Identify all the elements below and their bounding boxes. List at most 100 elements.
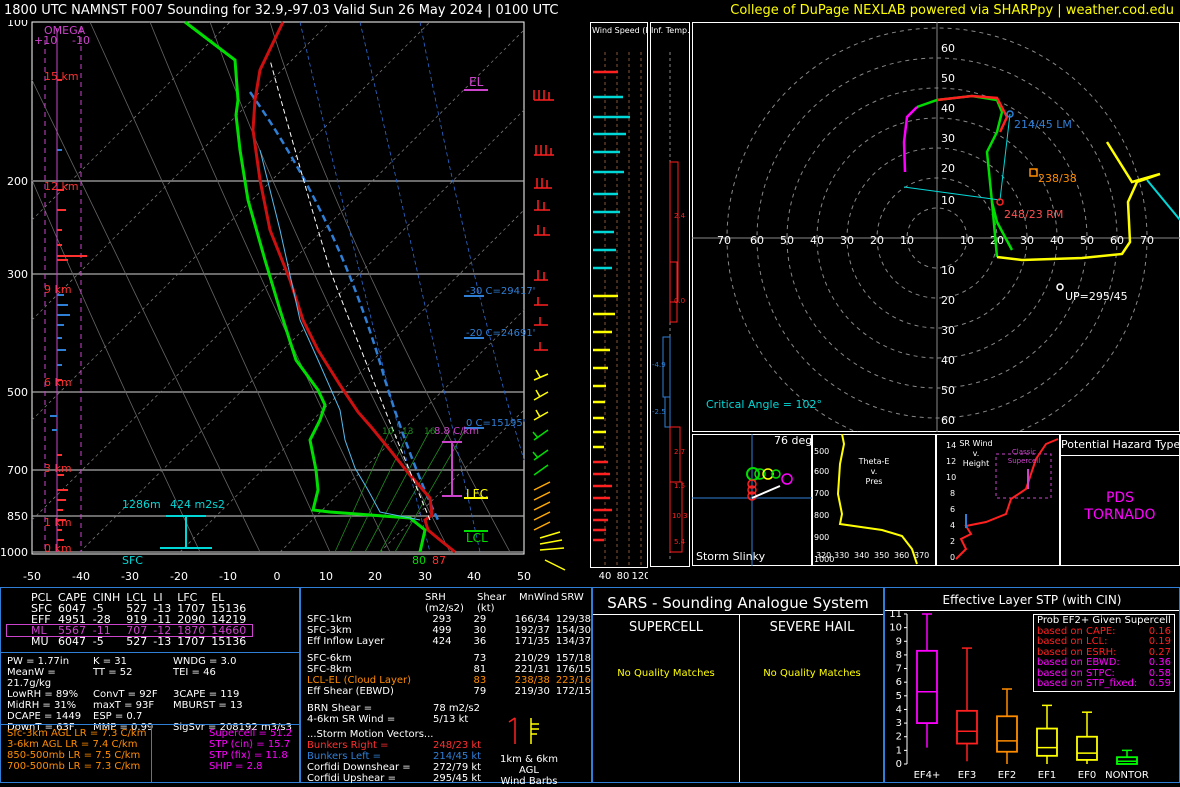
omega-minus: -10 — [72, 34, 90, 47]
table-row[interactable]: SFC 6047 -5 527 -13 1707 15136 — [7, 603, 252, 614]
hazard-type-line: TORNADO — [1084, 507, 1156, 523]
height-label: 12 km — [44, 180, 79, 193]
stp-y-tick-label: 6 — [896, 677, 902, 688]
stp-panel: Effective Layer STP (with CIN) 0 1 2 3 4 5 6 7 8… — [884, 587, 1180, 783]
kin-header: SRH (m2/s2) — [425, 592, 464, 614]
wind-speed-tick: 80 — [617, 571, 630, 582]
kin-cell: 171/35 — [514, 636, 550, 647]
classic-supercell-label: Classic — [1012, 448, 1036, 456]
upshear-label: UP=295/45 — [1065, 290, 1128, 303]
table-row[interactable]: SFC-8km 81 221/31 176/15 — [307, 664, 591, 675]
motion-value: 214/45 kt — [433, 751, 482, 762]
lapse-rate: 3-6km AGL LR = 7.4 C/km — [7, 739, 138, 750]
stp-y-tick-label: 10 — [889, 623, 902, 634]
hodograph-panel: 10 20 30 40 50 60 70 10 20 30 40 50 60 7… — [692, 22, 1180, 449]
parcel-cell: 15136 — [211, 602, 247, 615]
stp-y-tick-label: 8 — [896, 650, 902, 661]
skewt-panel: 100 200 300 500 700 850 1000 -50 -40 -30… — [0, 16, 590, 586]
table-row[interactable]: Eff Inflow Layer 424 36 171/35 134/37 — [307, 636, 591, 647]
minus20-level: -20 C=24691' — [466, 328, 535, 339]
parcel-cell: 1707 — [177, 602, 206, 615]
stp-category-label: EF4+ — [914, 770, 941, 781]
hodo-ring-label: 20 — [941, 162, 955, 175]
hodo-ring-label: 70 — [717, 234, 731, 247]
pressure-label: 850 — [7, 510, 28, 523]
index-value: LowRH = 89% — [7, 689, 79, 700]
srw-y-tick: 8 — [950, 489, 955, 498]
parcel-cell: 14660 — [211, 624, 247, 637]
stp-y-tick-label: 0 — [896, 759, 902, 770]
height-label: 6 km — [44, 376, 72, 389]
hodo-ring-label: 30 — [941, 132, 955, 145]
prob-label: based on CAPE: — [1037, 625, 1116, 637]
srw-y-tick: 0 — [950, 553, 955, 562]
table-row[interactable]: SFC-3km 499 30 192/37 154/30 — [307, 625, 591, 636]
hazard-title: Potential Hazard Type — [1061, 438, 1180, 451]
sr-wind-panel: 14 12 10 8 6 4 2 0 SR Wind v. Height Cla… — [936, 434, 1060, 566]
stp-y-tick-label: 1 — [896, 745, 902, 756]
srw-y-tick: 6 — [950, 505, 955, 514]
parcel-header: CINH — [92, 591, 121, 604]
critical-angle: Critical Angle = 102° — [706, 398, 822, 411]
table-row[interactable]: SFC-1km 293 29 166/34 129/38 — [307, 614, 591, 625]
kinematics-panel: SRH (m2/s2) Shear (kt) MnWind SRW SFC-1km 29… — [300, 587, 592, 787]
theta-x-tick: 360 — [894, 551, 909, 560]
kin-cell: 154/30 — [555, 625, 591, 636]
motion-label: Bunkers Left = — [307, 751, 381, 762]
temp-adv-value: 1.5 — [674, 482, 685, 490]
hodo-ring-label: 60 — [1110, 234, 1124, 247]
barb-caption: Wind Barbs — [500, 776, 558, 787]
parcel-cell: 5567 — [58, 624, 86, 637]
index-value: TT = 52 — [93, 667, 133, 678]
prob-value: 0.58 — [1148, 667, 1171, 679]
hodo-ring-label: 60 — [941, 414, 955, 427]
mixing-ratio-label: 16 — [424, 427, 436, 437]
table-row[interactable]: EFF 4951 -28 919 -11 2090 14219 — [7, 614, 252, 625]
composite-index: Supercell = 51.2 — [209, 728, 293, 739]
prob-label: based on EBWD: — [1037, 657, 1120, 668]
table-row[interactable]: SFC-6km 73 210/29 157/18 — [307, 653, 591, 664]
wind-speed-tick: 120 — [631, 571, 648, 582]
parcel-header: EL — [211, 591, 225, 604]
temp-tick-label: 20 — [368, 570, 382, 583]
theta-x-tick: 350 — [874, 551, 889, 560]
agl-wind-barbs — [508, 717, 539, 744]
theta-title: v. — [871, 467, 878, 476]
prob-value: 0.59 — [1148, 678, 1171, 689]
kin-cell: 238/38 — [514, 675, 550, 686]
max-lapse-rate: 8.8 C/km — [434, 426, 479, 437]
index-value: SigSvr = 208192 m3/s3 — [173, 722, 292, 733]
hodo-ring-label: 50 — [1080, 234, 1094, 247]
freezing-level: 0 C=15195' — [466, 418, 525, 429]
table-row[interactable]: Eff Shear (EBWD) 79 219/30 172/15 — [307, 686, 591, 697]
storm-slinky-panel: 76 deg Storm Slinky — [692, 434, 812, 566]
table-row[interactable]: MU 6047 -5 527 -13 1707 15136 — [7, 636, 252, 647]
parcel-cell: -13 — [153, 635, 172, 648]
parcel-cell: 2090 — [177, 613, 206, 626]
temp-tick-label: 10 — [319, 570, 333, 583]
theta-x-tick: 320 — [816, 551, 831, 560]
kin-cell: 166/34 — [514, 614, 550, 625]
table-row-selected[interactable]: ML 5567 -11 707 -12 1870 14660 — [5, 624, 254, 637]
stp-y-tick-label: 11 — [889, 610, 902, 620]
kin-cell: 29 — [473, 614, 487, 625]
prob-value: 0.27 — [1148, 646, 1171, 658]
height-label: 9 km — [44, 283, 72, 296]
height-label: 3 km — [44, 462, 72, 475]
sounding-title: 1800 UTC NAMNST F007 Sounding for 32.9,-… — [4, 3, 559, 18]
table-row[interactable]: LCL-EL (Cloud Layer) 83 238/38 223/16 — [307, 675, 591, 686]
wind-speed-title: Wind Speed (knots) — [592, 26, 648, 35]
temp-tick-label: -20 — [170, 570, 188, 583]
temp-tick-label: -30 — [121, 570, 139, 583]
composite-index: STP (fix) = 11.8 — [209, 750, 288, 761]
temp-adv-value: -4.9 — [652, 361, 666, 369]
minus30-level: -30 C=29417' — [466, 286, 535, 297]
sfc-label: SFC — [122, 554, 143, 567]
temp-adv-value: 5.4 — [674, 538, 686, 546]
temp-adv-value: 0.0 — [674, 297, 685, 305]
prob-label: based on STPC: — [1037, 667, 1115, 679]
theta-x-tick: 340 — [854, 551, 869, 560]
parcel-cell: -13 — [153, 602, 172, 615]
temp-adv-value: 10.3 — [672, 512, 688, 520]
left-mover-label: 214/45 LM — [1014, 118, 1072, 131]
